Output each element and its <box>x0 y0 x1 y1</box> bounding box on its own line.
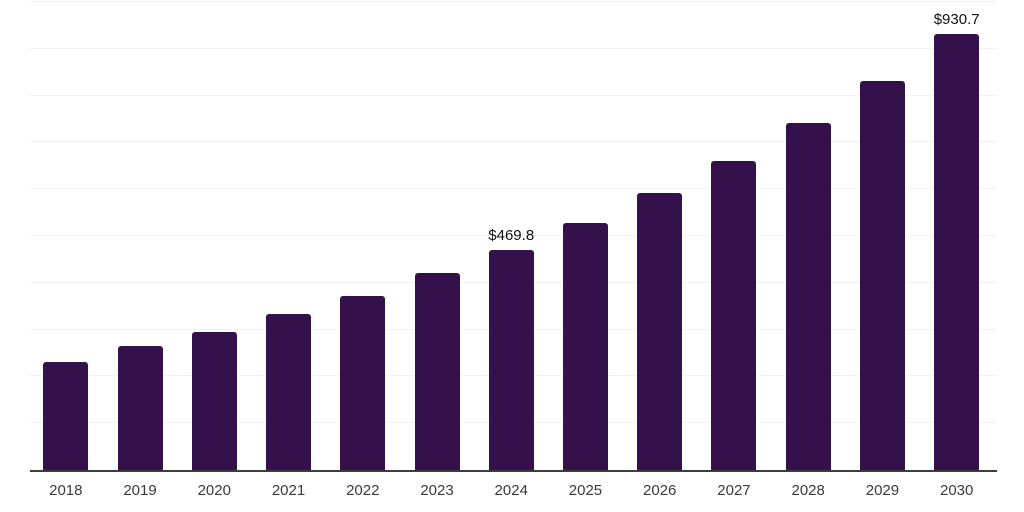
x-tick-label-2027: 2027 <box>717 482 751 499</box>
bar-2030 <box>934 34 980 470</box>
x-tick-label-2024: 2024 <box>494 482 528 499</box>
bar-2028 <box>785 122 831 470</box>
x-tick-label-2020: 2020 <box>197 482 231 499</box>
x-tick-label-2018: 2018 <box>49 482 83 499</box>
bar-2022 <box>340 296 386 470</box>
data-label-2030: $930.7 <box>933 11 980 29</box>
gridline-600 <box>30 188 997 190</box>
x-axis: 2018 2019 2020 2021 2022 2023 2024 2025 2026 2027… <box>0 481 1024 503</box>
gridline-800 <box>30 94 997 96</box>
x-tick-label-2025: 2025 <box>568 482 603 499</box>
x-tick-label-2023: 2023 <box>420 482 454 499</box>
bar-2025 <box>562 223 608 470</box>
x-tick-label-2021: 2021 <box>271 482 306 499</box>
bar-2019 <box>117 346 163 470</box>
bar-2021 <box>266 314 312 470</box>
x-tick-label-2022: 2022 <box>346 482 380 499</box>
bar-2020 <box>191 332 237 470</box>
bar-2024 <box>488 250 534 470</box>
data-label-2024: $469.8 <box>488 227 535 245</box>
bar-2018 <box>43 362 89 470</box>
x-tick-label-2026: 2026 <box>643 482 677 499</box>
gridline-900 <box>30 47 997 49</box>
gridline-1000 <box>30 1 997 2</box>
gridline-700 <box>30 141 997 143</box>
gridline-500 <box>30 235 997 236</box>
plot-area: $469.8 $930.7 <box>30 1 997 472</box>
x-tick-label-2029: 2029 <box>865 482 900 499</box>
bar-2023 <box>414 273 460 470</box>
bar-2026 <box>637 193 683 470</box>
x-tick-label-2019: 2019 <box>123 482 157 499</box>
x-tick-label-2030: 2030 <box>939 482 974 499</box>
bar-2027 <box>711 160 757 470</box>
x-tick-label-2028: 2028 <box>791 482 825 499</box>
bar-2029 <box>859 80 905 470</box>
